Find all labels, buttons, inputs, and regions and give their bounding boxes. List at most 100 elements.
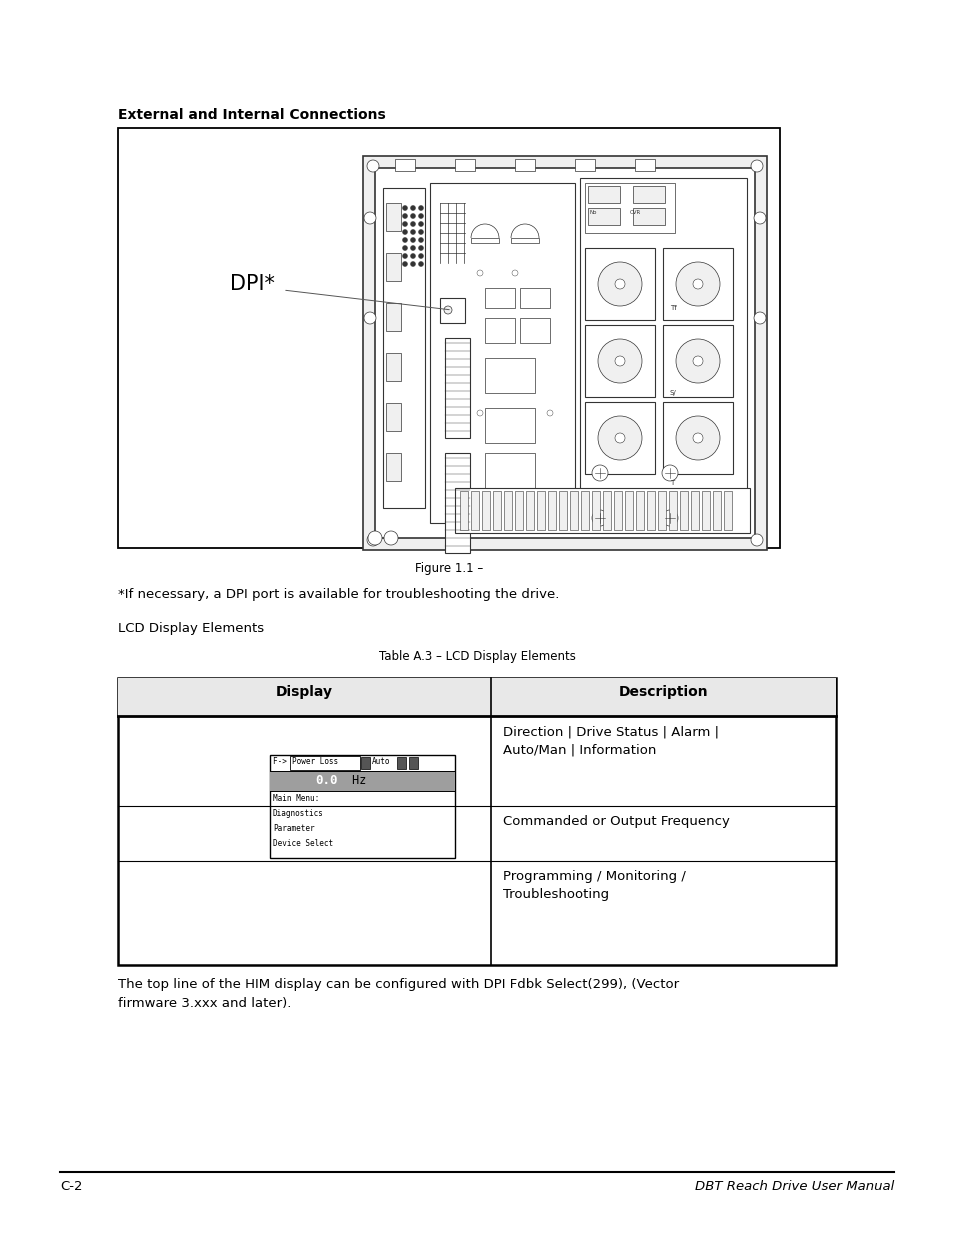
- Bar: [587, 186, 619, 203]
- Circle shape: [418, 214, 423, 219]
- Circle shape: [661, 510, 678, 526]
- Circle shape: [410, 253, 416, 258]
- Bar: [444, 338, 470, 438]
- Circle shape: [402, 230, 407, 235]
- Bar: [633, 186, 664, 203]
- Bar: [386, 453, 400, 480]
- Text: Programming / Monitoring /
Troubleshooting: Programming / Monitoring / Troubleshooti…: [503, 869, 685, 902]
- Circle shape: [402, 214, 407, 219]
- Circle shape: [410, 221, 416, 226]
- Text: C-2: C-2: [60, 1179, 82, 1193]
- Bar: [537, 492, 544, 530]
- Bar: [635, 159, 655, 170]
- Circle shape: [402, 253, 407, 258]
- Circle shape: [418, 230, 423, 235]
- Bar: [395, 159, 415, 170]
- Bar: [455, 159, 475, 170]
- Bar: [592, 492, 599, 530]
- Circle shape: [592, 466, 607, 480]
- Text: DBT Reach Drive User Manual: DBT Reach Drive User Manual: [694, 1179, 893, 1193]
- Circle shape: [402, 246, 407, 251]
- Text: No: No: [589, 210, 597, 215]
- Text: LCD Display Elements: LCD Display Elements: [118, 622, 264, 635]
- Circle shape: [410, 237, 416, 242]
- Circle shape: [410, 262, 416, 267]
- Text: External and Internal Connections: External and Internal Connections: [118, 107, 385, 122]
- Bar: [439, 298, 464, 324]
- Circle shape: [418, 205, 423, 210]
- Bar: [712, 492, 720, 530]
- Circle shape: [692, 433, 702, 443]
- Text: CVR: CVR: [629, 210, 640, 215]
- Bar: [382, 188, 424, 508]
- Bar: [658, 492, 665, 530]
- Bar: [525, 492, 534, 530]
- Circle shape: [402, 221, 407, 226]
- Text: Display: Display: [275, 685, 333, 699]
- Bar: [409, 757, 417, 769]
- Bar: [587, 207, 619, 225]
- Bar: [584, 183, 675, 233]
- Circle shape: [367, 534, 378, 546]
- Circle shape: [598, 338, 641, 383]
- Circle shape: [476, 270, 482, 275]
- Bar: [118, 678, 835, 965]
- Bar: [503, 492, 512, 530]
- Bar: [690, 492, 699, 530]
- Text: *If necessary, a DPI port is available for troubleshooting the drive.: *If necessary, a DPI port is available f…: [118, 588, 558, 601]
- Circle shape: [546, 410, 553, 416]
- Bar: [662, 403, 732, 474]
- Bar: [515, 492, 522, 530]
- Circle shape: [418, 221, 423, 226]
- Circle shape: [402, 205, 407, 210]
- Circle shape: [418, 262, 423, 267]
- Circle shape: [615, 356, 624, 366]
- Circle shape: [598, 262, 641, 306]
- Circle shape: [512, 270, 517, 275]
- Circle shape: [753, 312, 765, 324]
- Circle shape: [615, 433, 624, 443]
- Bar: [614, 492, 621, 530]
- Circle shape: [598, 416, 641, 459]
- Bar: [569, 492, 578, 530]
- Bar: [455, 488, 749, 534]
- Text: Direction | Drive Status | Alarm |
Auto/Man | Information: Direction | Drive Status | Alarm | Auto/…: [503, 725, 719, 756]
- Text: Figure 1.1 –: Figure 1.1 –: [415, 562, 482, 576]
- Circle shape: [692, 356, 702, 366]
- Bar: [471, 238, 498, 243]
- Text: Main Menu:: Main Menu:: [273, 794, 319, 803]
- Bar: [484, 288, 515, 308]
- Text: Auto: Auto: [372, 757, 390, 766]
- Circle shape: [364, 212, 375, 224]
- Bar: [481, 492, 490, 530]
- Circle shape: [443, 306, 452, 314]
- Bar: [386, 253, 400, 282]
- Circle shape: [384, 531, 397, 545]
- Bar: [679, 492, 687, 530]
- Bar: [579, 178, 746, 529]
- Bar: [386, 303, 400, 331]
- Bar: [662, 325, 732, 396]
- Text: F->: F->: [273, 757, 292, 766]
- Circle shape: [692, 279, 702, 289]
- Bar: [723, 492, 731, 530]
- Circle shape: [592, 510, 607, 526]
- Circle shape: [615, 279, 624, 289]
- Bar: [386, 353, 400, 382]
- Bar: [624, 492, 633, 530]
- Bar: [444, 453, 470, 553]
- Circle shape: [676, 338, 720, 383]
- Circle shape: [410, 230, 416, 235]
- Text: Hz: Hz: [345, 774, 366, 787]
- Bar: [459, 492, 468, 530]
- Bar: [519, 288, 550, 308]
- Bar: [701, 492, 709, 530]
- Text: Power Loss: Power Loss: [292, 757, 338, 766]
- Text: T: T: [669, 480, 674, 487]
- Circle shape: [418, 253, 423, 258]
- Circle shape: [676, 262, 720, 306]
- Bar: [584, 403, 655, 474]
- Bar: [515, 159, 535, 170]
- Text: Parameter: Parameter: [273, 824, 314, 832]
- Circle shape: [410, 214, 416, 219]
